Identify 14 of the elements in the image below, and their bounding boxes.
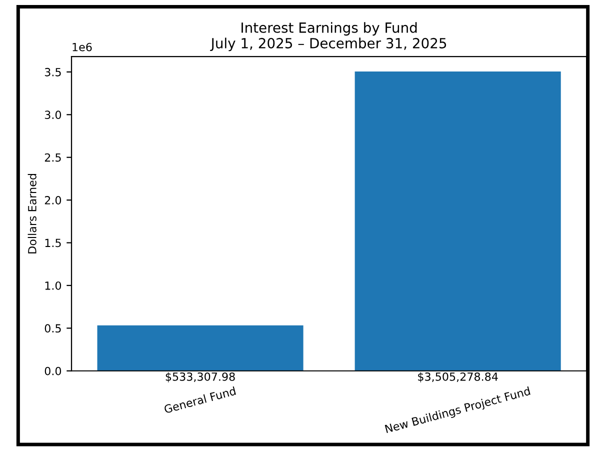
annotation: $533,307.98 bbox=[166, 372, 235, 382]
annotation: $3,505,278.84 bbox=[418, 372, 498, 382]
y-axis-title: Dollars Earned bbox=[28, 174, 36, 254]
text: 1e6 bbox=[72, 42, 92, 52]
y-tick-label: 0.5 bbox=[44, 324, 61, 333]
x-tick-label: New Buildings Project Fund bbox=[384, 386, 531, 436]
y-tick-label: 3.5 bbox=[44, 68, 61, 76]
y-tick-label: 2.0 bbox=[44, 196, 62, 204]
y-tick-label: 0.0 bbox=[44, 366, 62, 376]
y-tick-label: 2.5 bbox=[44, 153, 61, 162]
y-tick-label: 1.0 bbox=[45, 281, 62, 290]
y-tick-label: 3.0 bbox=[44, 110, 62, 120]
chart-title: Interest Earnings by Fund July 1, 2025 – December 31, 2025 bbox=[210, 22, 446, 52]
y-tick-label: 1.5 bbox=[45, 238, 61, 248]
